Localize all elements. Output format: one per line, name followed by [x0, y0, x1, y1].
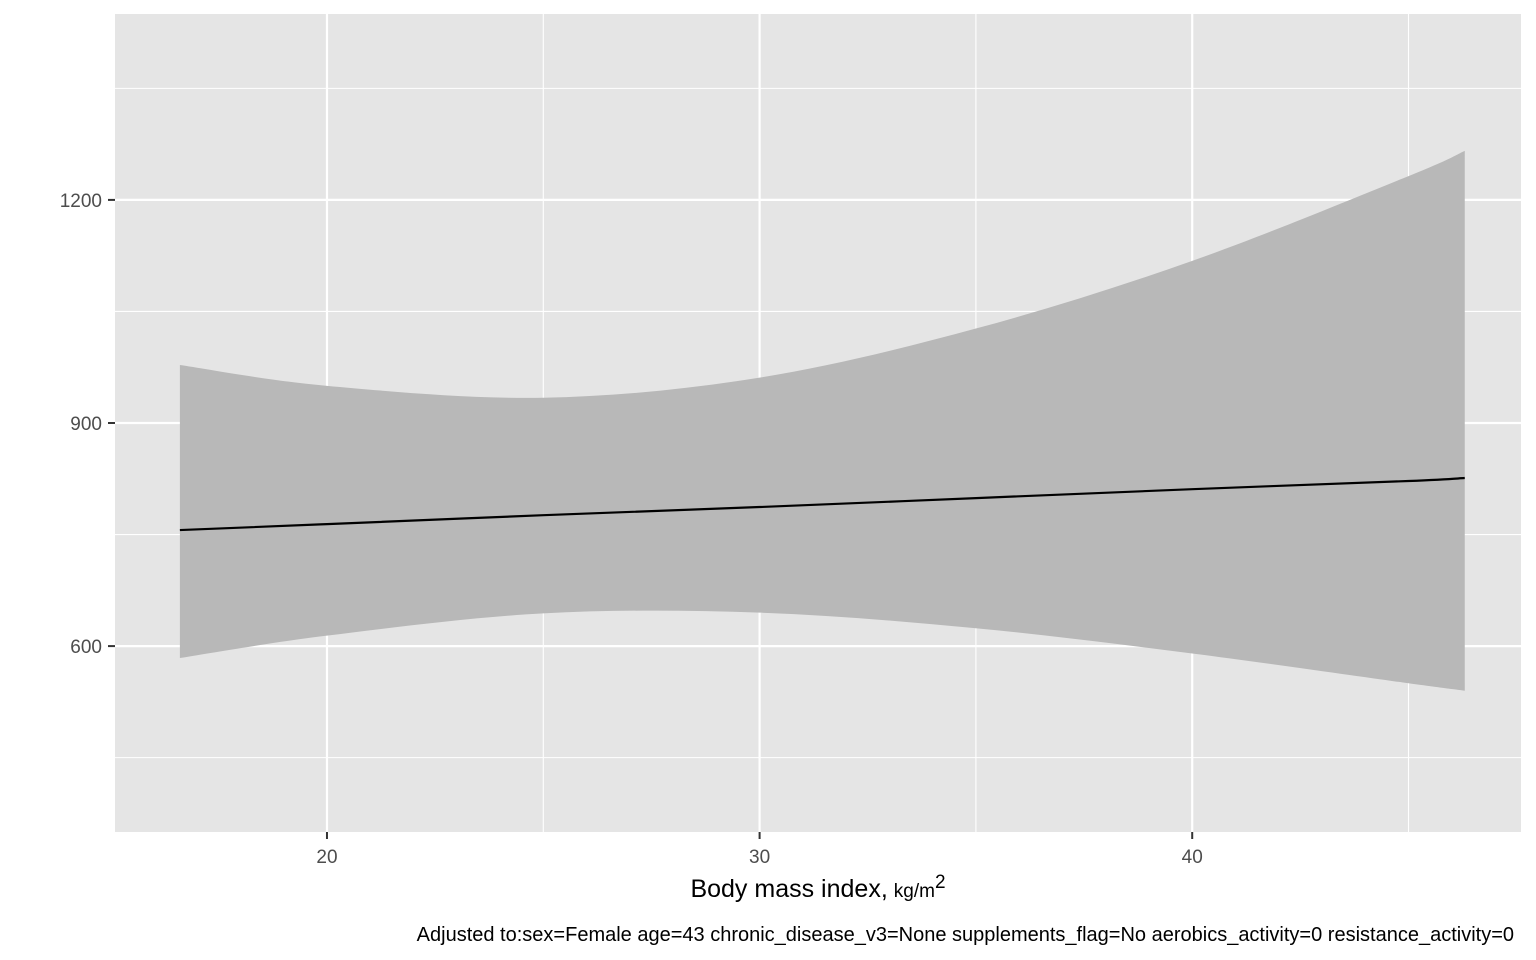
x-axis-unit-superscript: 2	[935, 872, 946, 893]
y-tick-label: 900	[70, 414, 102, 435]
x-axis: 20 30 40	[316, 832, 1203, 868]
x-axis-label: Body mass index,	[690, 875, 887, 903]
confidence-ribbon	[179, 150, 1465, 691]
x-axis-title: Body mass index, kg/m2	[690, 872, 945, 903]
y-axis: 600 900 1200	[60, 191, 115, 658]
x-tick-label: 30	[749, 847, 770, 868]
x-tick-label: 40	[1182, 847, 1203, 868]
chart-caption: Adjusted to:sex=Female age=43 chronic_di…	[417, 924, 1514, 946]
x-tick-label: 20	[316, 847, 337, 868]
x-axis-unit: kg/m	[894, 881, 935, 902]
y-tick-label: 600	[70, 637, 102, 658]
y-tick-label: 1200	[60, 191, 102, 212]
fitted-line	[179, 476, 1465, 532]
